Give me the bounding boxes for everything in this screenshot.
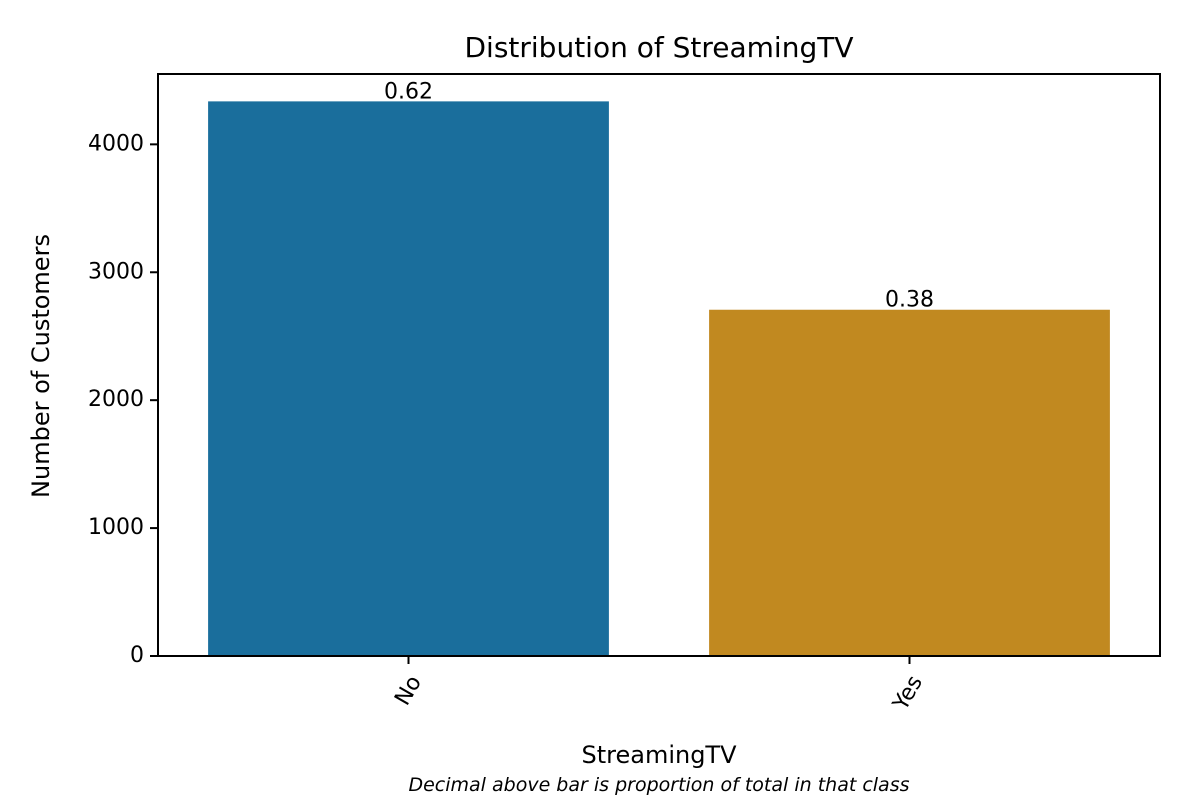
plot-frame: [157, 73, 1161, 657]
y-tick-label: 3000: [88, 259, 144, 284]
x-axis-label: StreamingTV: [581, 741, 737, 769]
bar-data-label: 0.38: [885, 288, 934, 313]
bar-yes: [709, 309, 1110, 656]
y-tick-label: 2000: [88, 387, 144, 412]
bar-labels-layer: 0.62 0.38: [384, 79, 934, 312]
y-tick-label: 4000: [88, 131, 144, 156]
chart-title: Distribution of StreamingTV: [464, 31, 853, 64]
bar-data-label: 0.62: [384, 79, 433, 104]
y-axis-ticks: 0 1000 2000 3000 4000: [88, 131, 158, 668]
y-tick-label: 1000: [88, 515, 144, 540]
x-axis-ticks: No Yes: [390, 656, 928, 716]
bar-no: [208, 101, 609, 657]
chart-caption: Decimal above bar is proportion of total…: [408, 774, 909, 796]
x-tick-label: No: [390, 672, 427, 710]
x-tick-label: Yes: [888, 672, 928, 716]
bars-layer: [208, 101, 1110, 657]
y-tick-label: 0: [130, 643, 144, 668]
y-axis-label: Number of Customers: [27, 234, 55, 498]
